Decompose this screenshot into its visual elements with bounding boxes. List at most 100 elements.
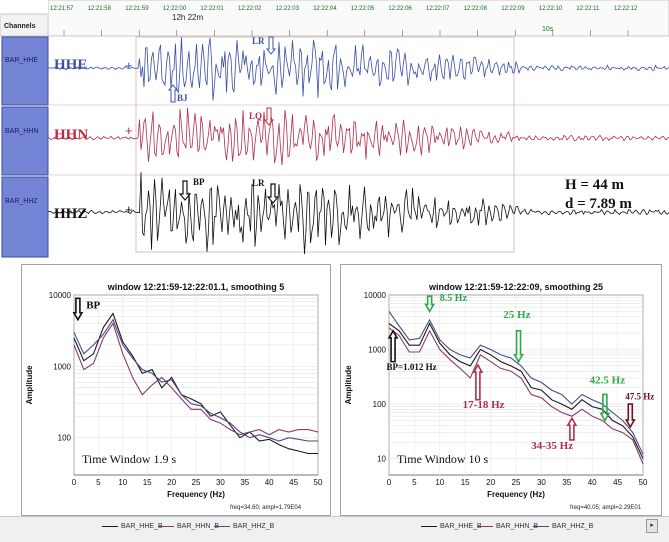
hour-label: 12h 22m [172,13,203,22]
x-tick-label: 30 [216,478,225,487]
time-window-annotation: Time Window 10 s [397,452,489,466]
x-axis-label: Frequency (Hz) [167,490,225,499]
x-tick-label: 5 [412,478,417,487]
freq-label-47-5: 47.5 Hz [625,392,654,402]
legend-bar [0,516,669,542]
time-tick-label: 12:22:04 [313,6,337,12]
time-window-annotation: Time Window 1.9 s [82,452,177,466]
arrow-down-icon [266,183,280,204]
channel-item-hhz[interactable] [1,176,49,258]
phase-bj: BJ [177,93,188,103]
phase-lq: LQ [249,111,262,121]
legend-label: BAR_HHE_B [121,523,163,530]
time-tick-label: 12:22:11 [576,6,600,12]
channel-name-hhn: BAR_HHN [5,128,38,135]
legend-label: BAR_HHZ_B [552,523,594,530]
channel-item-hhe[interactable] [1,36,49,106]
legend-label: BAR_HHN_B [496,523,539,530]
legend-swatch [421,525,437,527]
channel-name-hhz: BAR_HHZ [5,198,38,205]
y-tick-label: 100 [58,434,72,443]
bp-freq-label: BP=1.012 Hz [386,362,436,372]
time-tick-label: 12:21:58 [88,6,112,12]
y-tick-label: 1000 [368,346,386,355]
site-distance: d = 7.89 m [565,196,632,212]
plus-hhz: + [125,202,133,217]
x-tick-label: 0 [387,478,392,487]
x-tick-label: 40 [588,478,597,487]
arrow-down-icon [72,297,84,322]
plus-hhn: + [125,123,133,138]
legend-swatch [158,525,174,527]
x-tick-label: 45 [289,478,298,487]
legend-label: BAR_HHZ_B [233,523,275,530]
x-tick-label: 10 [118,478,127,487]
time-tick-label: 12:22:09 [501,6,525,12]
arrow-down-icon [265,36,277,55]
channel-item-hhn[interactable] [1,106,49,176]
phase-lr-e: LR [252,36,265,46]
arrow-up-icon [566,416,578,441]
freq-label-8-5: 8.5 Hz [440,293,468,304]
x-tick-label: 30 [537,478,546,487]
x-tick-label: 35 [240,478,249,487]
x-tick-label: 20 [486,478,495,487]
chart-title: window 12:21:59-12:22:09, smoothing 25 [428,282,603,292]
freq-label-17-18: 17-18 Hz [463,399,505,411]
x-tick-label: 25 [192,478,201,487]
bp-label: BP [86,299,100,311]
channels-header: Channels [4,23,36,30]
series-line-bar_hhe_b [388,322,644,459]
arrow-up-icon [167,84,179,103]
legend-item-hhe[interactable]: BAR_HHE_B [102,523,163,530]
x-tick-label: 20 [167,478,176,487]
freq-label-25: 25 Hz [503,309,530,321]
legend-label: BAR_HHE_B [440,523,482,530]
arrow-down-icon [263,107,275,126]
arrow-down-icon [424,295,436,314]
channel-name-hhe: BAR_HHE [5,57,38,64]
x-tick-label: 50 [314,478,323,487]
time-tick-label: 12:22:08 [464,6,488,12]
y-axis-label: Amplitude [344,365,353,405]
legend-item-hhn-2[interactable]: BAR_HHN_B [477,523,538,530]
series-line-bar_hhz_b [73,318,318,442]
legend-item-hhn[interactable]: BAR_HHN_B [158,523,219,530]
legend-item-hhz[interactable]: BAR_HHZ_B [214,523,274,530]
freq-label-34-35: 34-35 Hz [531,440,573,452]
time-tick-label: 12:22:02 [238,6,262,12]
chart-title: window 12:21:59-12:22:01.1, smoothing 5 [107,282,285,292]
freq-label-42-5: 42.5 Hz [590,374,626,386]
spectrum-chart-1: 0 5 10 15 20 25 30 35 40 45 50 10000 1000 100 window 1… [25,282,323,499]
trace-label-hhn: HHN [54,127,88,143]
arrow-down-icon [599,393,611,423]
y-tick-label: 10000 [364,291,387,300]
time-tick-label: 12:22:05 [351,6,375,12]
analysis-window[interactable] [135,36,515,253]
series-line-bar_hhn_b [73,322,319,436]
y-tick-label: 1000 [53,362,71,371]
legend-item-hhe-2[interactable]: BAR_HHE_B [421,523,482,530]
legend-item-hhz-2[interactable]: BAR_HHZ_B [533,523,593,530]
x-tick-label: 5 [96,478,101,487]
time-tick-label: 12:22:06 [388,6,412,12]
time-tick-label: 12:22:00 [163,6,187,12]
readout-1: freq=34.60; ampl=1.79E04 [230,505,302,511]
series-line-bar_hhe_b [73,312,318,455]
arrow-up-icon [472,363,484,401]
scale-label: 10s [542,26,554,33]
legend-swatch [477,525,493,527]
trace-hhn [47,107,669,166]
series-line-bar_hhn_b [388,327,644,465]
readout-2: freq=40.05; ampl=2.29E01 [570,505,642,511]
time-tick-label: 12:22:07 [426,6,450,12]
spectrum-chart-2: 0 5 10 15 20 25 30 35 40 45 50 10000 1000 100 10 window… [344,282,654,499]
x-tick-label: 35 [562,478,571,487]
trace-hhz [47,172,669,255]
time-tick-label: 12:22:03 [276,6,300,12]
scroll-right-icon[interactable]: ▸ [646,519,658,533]
time-tick-label: 12:22:12 [614,6,638,12]
y-tick-label: 10 [377,455,386,464]
x-axis-label: Frequency (Hz) [487,490,545,499]
trace-label-hhe: HHE [54,57,87,73]
